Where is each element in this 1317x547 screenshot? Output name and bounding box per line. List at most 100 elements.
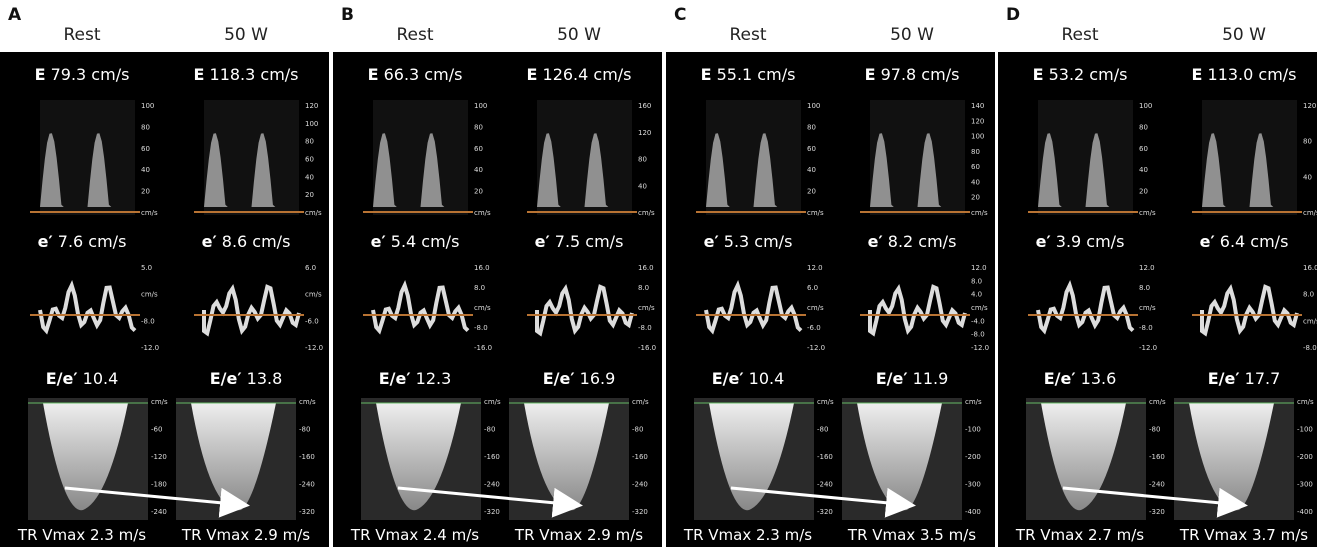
e-scale-label: 20: [1139, 188, 1148, 196]
tr-scale-label: -200: [1297, 453, 1313, 461]
eprime-scale-label: cm/s: [807, 304, 824, 312]
tr-vmax: TR Vmax 2.9 m/s: [181, 526, 310, 544]
e-scale-label: 80: [141, 123, 150, 131]
ratio-label: E/e′ 10.4: [46, 369, 119, 388]
e-scale-label: 40: [971, 178, 980, 186]
column-heading: 50 W: [1222, 25, 1266, 45]
eprime-scale-label: -16.0: [474, 344, 492, 352]
tissue-doppler-wave: [868, 284, 967, 337]
column-heading: Rest: [63, 25, 100, 45]
e-scale-label: 60: [807, 145, 816, 153]
doppler-wave: [40, 133, 135, 207]
e-scale-label: 40: [305, 173, 314, 181]
eprime-scale-label: -12.0: [1139, 344, 1157, 352]
tr-scale-label: -80: [484, 426, 495, 434]
e-name: E: [1191, 65, 1202, 84]
eprime-scale-label: -12.0: [807, 344, 825, 352]
e-label: E 53.2 cm/s: [1033, 65, 1128, 84]
e-scale-label: 20: [971, 194, 980, 202]
eprime-scale-label: -8.0: [1303, 344, 1317, 352]
tr-scale-label: cm/s: [151, 398, 168, 406]
tr-scale-label: -160: [299, 453, 315, 461]
e-scale-label: 20: [305, 191, 314, 199]
tissue-doppler-wave: [202, 284, 301, 337]
eprime-scale-label: 6.0: [807, 284, 818, 292]
e-scale-label: cm/s: [807, 209, 824, 217]
ratio-name: E/e′: [712, 369, 744, 388]
e-scale-label: 100: [141, 102, 154, 110]
eprime-label: e′ 7.5 cm/s: [535, 232, 624, 251]
ratio-label: E/e′ 10.4: [712, 369, 785, 388]
tr-scale-label: -160: [632, 453, 648, 461]
eprime-value: 5.3 cm/s: [724, 232, 793, 251]
ratio-value: 13.6: [1081, 369, 1117, 388]
ratio-value: 13.8: [247, 369, 283, 388]
e-scale-label: 120: [971, 117, 984, 125]
doppler-wave: [870, 133, 965, 207]
tr-vmax: TR Vmax 2.3 m/s: [17, 526, 146, 544]
doppler-wave: [1202, 133, 1297, 207]
tr-scale-label: cm/s: [1297, 398, 1314, 406]
eprime-label: e′ 6.4 cm/s: [1200, 232, 1289, 251]
eprime-scale-label: 8.0: [1303, 291, 1314, 299]
tr-scale-label: -100: [1297, 426, 1313, 434]
e-scale-label: cm/s: [638, 209, 655, 217]
e-label: E 97.8 cm/s: [865, 65, 960, 84]
e-scale-label: 140: [971, 102, 984, 110]
eprime-scale-label: cm/s: [474, 304, 491, 312]
eprime-scale-label: -12.0: [971, 344, 989, 352]
tr-scale-label: -320: [1149, 508, 1165, 516]
e-scale-label: 160: [638, 102, 651, 110]
eprime-scale-label: -12.0: [141, 344, 159, 352]
column-heading: Rest: [729, 25, 766, 45]
eprime-name: e′: [704, 232, 719, 251]
eprime-scale-label: 16.0: [638, 264, 654, 272]
tr-envelope: [524, 403, 609, 511]
e-label: E 79.3 cm/s: [35, 65, 130, 84]
e-scale-label: 40: [638, 182, 647, 190]
e-scale-label: cm/s: [971, 209, 988, 217]
column-heading: 50 W: [890, 25, 934, 45]
e-scale-label: 120: [1303, 102, 1316, 110]
e-scale-label: 100: [971, 133, 984, 141]
eprime-name: e′: [371, 232, 386, 251]
e-scale-label: 100: [1139, 102, 1152, 110]
eprime-value: 8.2 cm/s: [888, 232, 957, 251]
ratio-name: E/e′: [1208, 369, 1240, 388]
ratio-label: E/e′ 16.9: [543, 369, 616, 388]
panel-letter: C: [674, 5, 686, 25]
e-scale-label: 40: [141, 166, 150, 174]
tr-scale-label: -240: [151, 508, 167, 516]
e-value: 53.2 cm/s: [1049, 65, 1128, 84]
e-label: E 118.3 cm/s: [193, 65, 298, 84]
trend-arrow: [64, 486, 250, 518]
e-scale-label: 80: [305, 138, 314, 146]
e-scale-label: 120: [638, 129, 651, 137]
eprime-value: 8.6 cm/s: [222, 232, 291, 251]
ratio-value: 10.4: [83, 369, 119, 388]
ratio-label: E/e′ 11.9: [876, 369, 949, 388]
tissue-doppler-wave: [371, 280, 470, 335]
e-scale-label: 20: [141, 188, 150, 196]
tr-scale-label: -80: [817, 426, 828, 434]
eprime-name: e′: [1200, 232, 1215, 251]
eprime-scale-label: 8.0: [638, 284, 649, 292]
e-label: E 126.4 cm/s: [526, 65, 631, 84]
tr-scale-label: -200: [965, 453, 981, 461]
ratio-name: E/e′: [46, 369, 78, 388]
ratio-label: E/e′ 17.7: [1208, 369, 1281, 388]
eprime-scale-label: cm/s: [305, 291, 322, 299]
eprime-scale-label: -16.0: [638, 344, 656, 352]
tr-scale-label: -240: [632, 481, 648, 489]
doppler-wave: [537, 133, 632, 207]
panel-letter: A: [8, 5, 22, 25]
e-scale-label: 60: [305, 156, 314, 164]
ratio-value: 12.3: [416, 369, 452, 388]
tr-envelope: [857, 403, 942, 511]
e-label: E 113.0 cm/s: [1191, 65, 1296, 84]
e-scale-label: 60: [474, 145, 483, 153]
tr-scale-label: -100: [965, 426, 981, 434]
eprime-scale-label: 8.0: [474, 284, 485, 292]
panel-letter: D: [1006, 5, 1020, 25]
tr-scale-label: -300: [1297, 481, 1313, 489]
